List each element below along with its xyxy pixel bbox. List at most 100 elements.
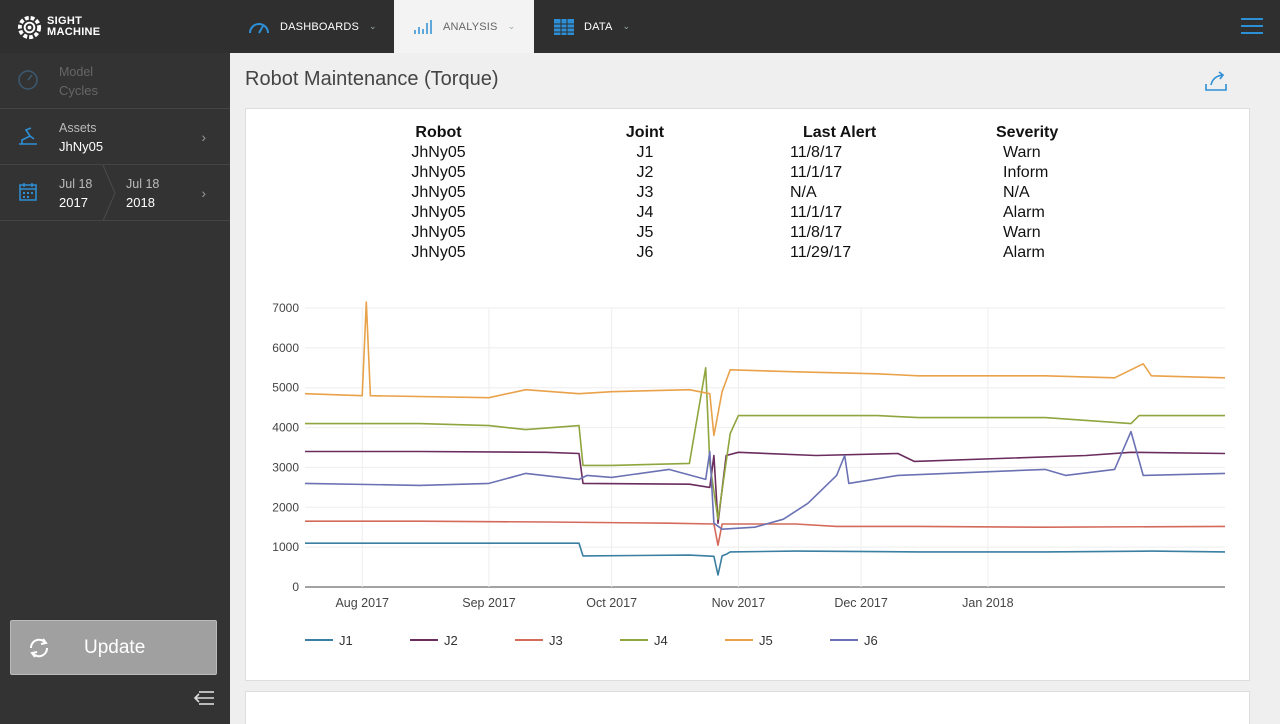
y-tick-label: 0: [292, 580, 299, 594]
column-header-joint: Joint: [625, 123, 665, 141]
collapse-sidebar-icon[interactable]: [193, 689, 215, 707]
tab-dashboards[interactable]: DASHBOARDS ⌄: [248, 0, 388, 53]
x-tick-label: Jan 2018: [962, 596, 1013, 610]
joint-cell: J2: [636, 164, 654, 181]
update-button[interactable]: Update: [10, 620, 217, 675]
tab-analysis[interactable]: ANALYSIS ⌄: [394, 0, 534, 53]
x-tick-label: Aug 2017: [335, 596, 389, 610]
chevron-down-icon: ⌄: [622, 21, 631, 31]
report-card-secondary: [245, 691, 1250, 724]
robot-cell: JhNy05: [411, 184, 466, 201]
hamburger-menu-icon[interactable]: [1241, 18, 1263, 34]
series-line-j2: [305, 450, 1226, 524]
date-start-label: Jul 18: [59, 177, 93, 191]
joint-cell: J6: [636, 244, 654, 261]
chevron-down-icon: ⌄: [507, 21, 516, 31]
sight-machine-logo[interactable]: SIGHT MACHINE: [16, 10, 216, 44]
x-tick-label: Sep 2017: [462, 596, 516, 610]
series-line-j1: [305, 542, 1226, 576]
joint-cell: J3: [636, 184, 654, 201]
x-tick-label: Nov 2017: [712, 596, 766, 610]
tab-data[interactable]: DATA ⌄: [540, 0, 660, 53]
gauge-icon: [249, 22, 269, 33]
series-line-j6: [304, 430, 1226, 530]
sidebar-item-assets[interactable]: Assets JhNy05 ›: [0, 109, 230, 165]
torque-chart: 0 1000 2000 3000 4000 5000 6000 7000 Aug 2017 Sep…: [272, 301, 1226, 648]
page-title: Robot Maintenance (Torque): [245, 68, 499, 90]
y-tick-label: 6000: [272, 341, 299, 355]
refresh-icon: [29, 638, 49, 658]
table-row: JhNy05 J3 N/A N/A: [357, 183, 1120, 203]
date-end-year: 2018: [126, 195, 155, 210]
robot-cell: JhNy05: [411, 204, 466, 221]
last-alert-cell: N/A: [790, 184, 817, 201]
last-alert-cell: 11/8/17: [790, 144, 843, 161]
report-card: [245, 108, 1250, 681]
logo-gear-icon: [17, 15, 42, 39]
last-alert-cell: 11/8/17: [790, 224, 843, 241]
x-tick-label: Dec 2017: [834, 596, 888, 610]
sidebar-assets-label: Assets: [59, 121, 97, 135]
y-tick-label: 1000: [272, 540, 299, 554]
logo-text-line1: SIGHT: [47, 15, 83, 27]
severity-cell: N/A: [1003, 184, 1030, 201]
table-row: JhNy05 J6 11/29/17 Alarm: [357, 243, 1120, 263]
legend-label: J1: [339, 633, 353, 648]
last-alert-cell: 11/1/17: [790, 164, 843, 181]
column-header-robot: Robot: [415, 123, 462, 141]
joint-cell: J5: [636, 224, 654, 241]
x-tick-label: Oct 2017: [586, 596, 637, 610]
y-tick-label: 5000: [272, 381, 299, 395]
severity-cell: Inform: [1003, 164, 1049, 181]
table-header-row: Robot Joint Last Alert Severity: [357, 122, 1120, 143]
last-alert-cell: 11/29/17: [790, 244, 852, 261]
sidebar-model-label: Model: [59, 65, 94, 79]
severity-cell: Alarm: [1003, 244, 1045, 261]
column-header-last-alert: Last Alert: [803, 123, 877, 141]
y-tick-label: 7000: [272, 301, 299, 315]
severity-cell: Warn: [1003, 224, 1041, 241]
robot-cell: JhNy05: [411, 224, 466, 241]
y-tick-label: 2000: [272, 500, 299, 514]
joint-cell: J1: [636, 144, 654, 161]
column-header-severity: Severity: [996, 123, 1059, 141]
chevron-right-icon: ›: [201, 129, 206, 145]
sidebar-assets-value: JhNy05: [59, 139, 104, 154]
joint-cell: J4: [636, 204, 654, 221]
sidebar-item-date-range[interactable]: Jul 18 2017 Jul 18 2018 ›: [0, 165, 230, 221]
y-tick-label: 3000: [272, 460, 299, 474]
top-nav: SIGHT MACHINE DASHBOARDS ⌄ ANALYSIS ⌄: [0, 0, 1280, 53]
robot-cell: JhNy05: [411, 244, 466, 261]
update-button-label: Update: [84, 637, 146, 658]
table-row: JhNy05 J1 11/8/17 Warn: [357, 143, 1120, 163]
alerts-table: Robot Joint Last Alert Severity JhNy05 J1…: [357, 122, 1120, 263]
severity-cell: Alarm: [1003, 204, 1045, 221]
tab-dashboards-label: DASHBOARDS: [280, 20, 360, 33]
series-line-j3: [305, 520, 1226, 546]
table-icon: [554, 18, 574, 35]
sidebar-model-value: Cycles: [59, 83, 99, 98]
dial-icon: [18, 70, 38, 90]
chevron-down-icon: ⌄: [369, 21, 377, 31]
tab-data-label: DATA: [584, 20, 613, 33]
bar-chart-icon: [414, 19, 432, 34]
legend-label: J6: [864, 633, 878, 648]
legend-label: J4: [654, 633, 668, 648]
legend-label: J5: [759, 633, 773, 648]
table-row: JhNy05 J2 11/1/17 Inform: [357, 163, 1120, 183]
legend-label: J2: [444, 633, 458, 648]
robot-cell: JhNy05: [411, 164, 466, 181]
sidebar-item-model: Model Cycles: [0, 53, 230, 109]
table-row: JhNy05 J5 11/8/17 Warn: [357, 223, 1120, 243]
chevron-right-icon: ›: [201, 185, 206, 201]
robot-arm-icon: [19, 127, 37, 145]
y-tick-label: 4000: [272, 421, 299, 435]
severity-cell: Warn: [1003, 144, 1041, 161]
sidebar: Model Cycles Assets JhNy05 › Jul 18 2017…: [0, 53, 230, 724]
share-icon[interactable]: [1204, 70, 1228, 92]
tab-analysis-label: ANALYSIS: [443, 20, 498, 33]
series-line-j5: [304, 301, 1226, 437]
table-row: JhNy05 J4 11/1/17 Alarm: [357, 203, 1120, 223]
legend-label: J3: [549, 633, 563, 648]
last-alert-cell: 11/1/17: [790, 204, 843, 221]
